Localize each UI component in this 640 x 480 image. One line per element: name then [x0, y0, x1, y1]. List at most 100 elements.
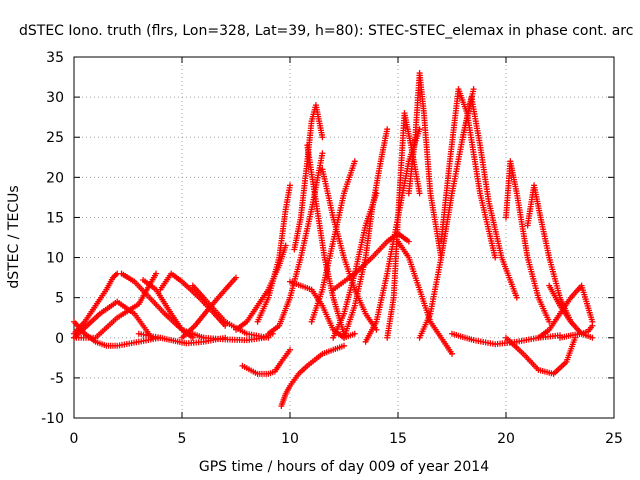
data-point-run	[116, 339, 140, 349]
series-arc-05	[118, 270, 207, 341]
data-point-run	[558, 304, 573, 323]
y-tick-label: 0	[55, 331, 64, 347]
data-point-run	[309, 288, 325, 307]
data-point-run	[288, 372, 301, 387]
data-point	[287, 346, 293, 353]
data-point-run	[291, 216, 304, 251]
data-point-run	[185, 339, 205, 347]
data-points	[71, 70, 596, 409]
data-point-run	[473, 337, 496, 347]
data-point-run	[428, 320, 443, 339]
data-point-run	[94, 339, 108, 348]
y-tick-label: 5	[55, 291, 64, 307]
data-point-run	[255, 288, 271, 307]
data-point-run	[298, 208, 315, 259]
series-arc-12	[239, 346, 293, 377]
data-point-run	[477, 144, 492, 202]
data-point-run	[417, 288, 433, 323]
data-point-run	[245, 304, 260, 323]
data-point	[405, 238, 412, 245]
data-point-run	[180, 324, 197, 340]
data-point-run	[191, 284, 206, 299]
data-point	[153, 270, 160, 277]
data-point-run	[521, 352, 540, 372]
data-point-run	[133, 280, 151, 299]
data-point	[589, 322, 596, 329]
data-point-run	[525, 256, 541, 299]
data-point-run	[98, 300, 119, 316]
data-point-run	[401, 112, 414, 146]
data-point-run	[456, 88, 470, 114]
data-point-run	[378, 128, 390, 162]
series-arc-04	[71, 298, 155, 341]
series-arc-11	[200, 330, 276, 344]
axis-ticks: 0 5 10 15 20 25 -10 -5 0 5 10 15 20 25 30 35	[41, 50, 623, 447]
data-point-run	[320, 304, 336, 331]
data-point	[351, 158, 358, 165]
data-point-run	[332, 272, 356, 292]
series-arc-23	[341, 126, 391, 341]
series-arc-24	[330, 230, 412, 293]
data-point-run	[384, 297, 397, 339]
data-point-run	[586, 324, 594, 333]
data-point-run	[111, 271, 119, 280]
data-point-run	[486, 200, 505, 259]
series-arc-17	[291, 102, 326, 253]
series-arc-09	[179, 274, 239, 341]
data-point-run	[579, 284, 595, 323]
data-point-run	[313, 104, 325, 138]
series-arc-35	[503, 334, 579, 377]
data-point-run	[104, 276, 115, 291]
data-point-run	[206, 288, 227, 311]
data-point-run	[449, 136, 466, 194]
data-point-run	[94, 316, 119, 340]
data-point-run	[552, 360, 568, 376]
y-tick-label: 15	[46, 210, 64, 226]
chart-title: dSTEC Iono. truth (flrs, Lon=328, Lat=39…	[19, 23, 633, 39]
data-point-run	[363, 320, 379, 343]
data-point-run	[202, 296, 227, 323]
data-point	[233, 274, 239, 281]
series-arc-33	[503, 158, 553, 325]
data-point	[351, 330, 358, 337]
data-point-run	[72, 324, 89, 340]
data-point-run	[331, 312, 347, 339]
data-point	[449, 350, 455, 357]
data-point-run	[116, 300, 136, 316]
data-point-run	[276, 244, 288, 267]
data-point	[319, 150, 326, 157]
data-point-run	[241, 364, 259, 376]
series-arc-27	[395, 238, 455, 357]
data-point-run	[564, 336, 578, 363]
x-axis-label: GPS time / hours of day 009 of year 2014	[199, 459, 489, 475]
x-tick-label: 20	[497, 431, 515, 447]
data-point-run	[289, 279, 313, 292]
x-tick-label: 15	[389, 431, 407, 447]
data-point-run	[421, 112, 434, 194]
data-point-run	[362, 208, 375, 259]
data-point-run	[141, 278, 158, 292]
data-point-run	[537, 328, 551, 340]
data-point-run	[439, 336, 454, 355]
data-point-run	[276, 208, 289, 259]
data-point-run	[396, 240, 411, 259]
series-arc-28	[405, 70, 445, 261]
data-point-run	[531, 184, 544, 219]
y-tick-label: 10	[46, 251, 64, 267]
data-point-run	[170, 271, 184, 284]
data-point-run	[547, 284, 562, 307]
data-point-run	[390, 216, 401, 299]
data-point-run	[279, 348, 292, 363]
data-point-run	[319, 168, 336, 219]
x-tick-label: 25	[605, 431, 623, 447]
data-point-run	[313, 200, 328, 259]
data-point	[416, 190, 423, 197]
data-point-run	[504, 336, 525, 356]
y-tick-label: 35	[46, 50, 64, 66]
data-point-run	[279, 392, 288, 407]
data-point-run	[93, 288, 109, 307]
data-point-run	[447, 88, 462, 162]
data-point-run	[309, 152, 325, 210]
y-axis-label: dSTEC / TECUs	[6, 185, 22, 288]
